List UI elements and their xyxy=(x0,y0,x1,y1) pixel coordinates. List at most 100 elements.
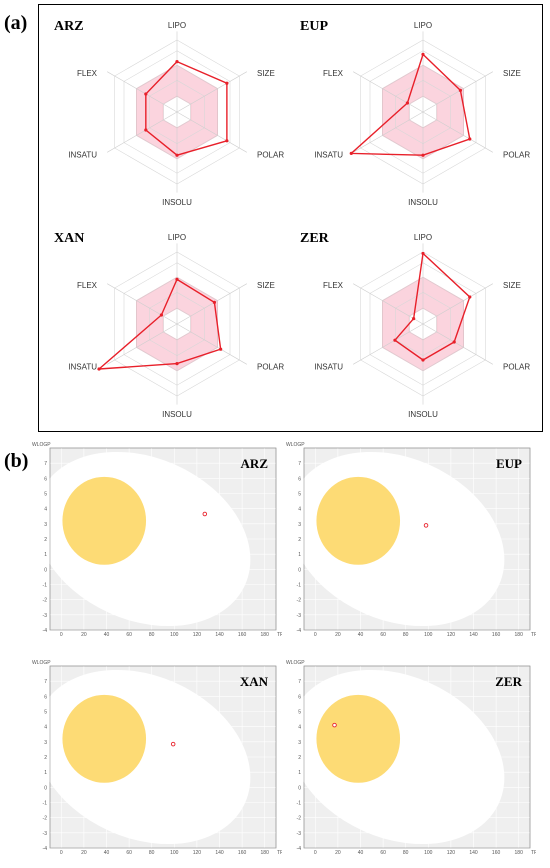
x-tick-label: 20 xyxy=(81,632,87,638)
x-axis-label: TPSA xyxy=(531,850,536,856)
radar-axis-label-size: SIZE xyxy=(503,69,521,78)
radar-point-size xyxy=(225,81,229,85)
radar-spoke xyxy=(176,323,247,365)
radar-title: EUP xyxy=(300,19,328,34)
radar-axis-label-flex: FLEX xyxy=(323,69,344,78)
radar-point-polar xyxy=(468,137,472,141)
x-tick-label: 40 xyxy=(358,632,364,638)
y-tick-label: 5 xyxy=(298,710,301,716)
y-tick-label: -3 xyxy=(43,613,48,619)
y-tick-label: 2 xyxy=(298,755,301,761)
y-tick-label: -4 xyxy=(297,846,302,852)
x-tick-label: 20 xyxy=(81,850,87,856)
plot-title: XAN xyxy=(240,674,269,689)
bioavailability-radar-xan: LIPO SIZE POLAR INSOLU INSATU FLEX XAN xyxy=(54,231,284,419)
y-tick-label: -3 xyxy=(297,831,302,837)
radar-point-polar xyxy=(452,340,456,344)
radar-point-polar xyxy=(225,139,229,143)
radar-axis-label-insolu: INSOLU xyxy=(408,198,438,207)
radar-axis-label-insatu: INSATU xyxy=(68,151,97,160)
x-tick-label: 40 xyxy=(358,850,364,856)
y-tick-label: 1 xyxy=(298,552,301,558)
x-tick-label: 180 xyxy=(515,850,524,856)
x-tick-label: 60 xyxy=(380,850,386,856)
x-tick-label: 60 xyxy=(380,632,386,638)
radar-point-insolu xyxy=(421,153,425,157)
y-tick-label: 1 xyxy=(44,552,47,558)
x-axis-label: TPSA xyxy=(277,632,282,638)
radar-axis-label-insolu: INSOLU xyxy=(162,198,192,207)
x-tick-label: 20 xyxy=(335,632,341,638)
molecule-point xyxy=(423,523,429,528)
x-tick-label: 80 xyxy=(403,850,409,856)
y-tick-label: 5 xyxy=(44,492,47,498)
y-tick-label: 4 xyxy=(44,725,47,731)
panel-b-label: (b) xyxy=(4,450,29,472)
radar-point-flex xyxy=(144,92,148,96)
radar-point-insatu xyxy=(349,151,353,155)
bbb-yolk-region xyxy=(62,694,147,783)
radar-spoke xyxy=(107,71,178,113)
molecule-point xyxy=(202,511,208,517)
radar-axis-label-size: SIZE xyxy=(257,69,275,78)
y-tick-label: -1 xyxy=(297,583,302,589)
radar-axis-label-insolu: INSOLU xyxy=(162,410,192,419)
x-tick-label: 20 xyxy=(335,850,341,856)
x-tick-label: 120 xyxy=(193,850,202,856)
radar-point-insatu xyxy=(393,338,397,342)
x-tick-label: 120 xyxy=(193,632,202,638)
radar-spoke xyxy=(422,283,493,325)
boiled-egg-plot-arz: 0 20 40 60 80 100 120 140 160 180 -4 -3 -2 -1 0 1 2 3 4 5 6 7… xyxy=(32,442,282,638)
radar-point-lipo xyxy=(175,277,179,281)
boiled-egg-plot-zer: 0 20 40 60 80 100 120 140 160 180 -4 -3 -2 -1 0 1 2 3 4 5 6 7… xyxy=(286,660,536,856)
x-tick-label: 120 xyxy=(447,850,456,856)
y-tick-label: 0 xyxy=(44,567,47,573)
radar-spoke xyxy=(422,323,493,365)
radar-spoke xyxy=(107,111,178,153)
radar-spoke xyxy=(353,323,424,365)
y-tick-label: -2 xyxy=(43,816,48,822)
y-tick-label: 2 xyxy=(44,537,47,543)
x-tick-label: 60 xyxy=(126,850,132,856)
radar-point-size xyxy=(468,295,472,299)
y-axis-label: WLOGP xyxy=(32,660,51,666)
plot-frame xyxy=(303,447,531,631)
y-tick-label: 7 xyxy=(44,461,47,467)
x-tick-label: 100 xyxy=(170,850,179,856)
x-tick-label: 40 xyxy=(104,632,110,638)
bbb-yolk-region xyxy=(316,476,401,565)
y-tick-label: -4 xyxy=(43,628,48,634)
x-tick-label: 100 xyxy=(424,632,433,638)
x-tick-label: 180 xyxy=(515,632,524,638)
x-tick-label: 140 xyxy=(215,632,224,638)
y-tick-label: -2 xyxy=(297,816,302,822)
radar-point-flex xyxy=(159,313,164,317)
radar-point-size xyxy=(212,300,217,304)
radar-axis-label-lipo: LIPO xyxy=(414,233,432,242)
plot-title: ZER xyxy=(495,674,522,689)
radar-axis-label-polar: POLAR xyxy=(257,363,284,372)
radar-axis-label-size: SIZE xyxy=(503,281,521,290)
radar-spoke xyxy=(176,283,247,325)
bioavailability-radar-arz: LIPO SIZE POLAR INSOLU INSATU FLEX ARZ xyxy=(54,19,284,207)
radar-spoke xyxy=(422,71,493,113)
y-tick-label: -4 xyxy=(297,628,302,634)
y-tick-label: 2 xyxy=(298,537,301,543)
radar-spoke xyxy=(176,71,247,113)
radar-spoke xyxy=(176,111,247,153)
radar-axis-label-flex: FLEX xyxy=(77,281,98,290)
x-tick-label: 80 xyxy=(403,632,409,638)
x-tick-label: 160 xyxy=(492,632,501,638)
y-tick-label: 3 xyxy=(298,522,301,528)
radar-spoke xyxy=(107,283,178,325)
y-tick-label: 0 xyxy=(298,785,301,791)
radar-axis-label-polar: POLAR xyxy=(257,151,284,160)
radar-axis-label-polar: POLAR xyxy=(503,151,530,160)
x-tick-label: 80 xyxy=(149,632,155,638)
x-tick-label: 0 xyxy=(314,850,317,856)
y-tick-label: 6 xyxy=(44,694,47,700)
y-tick-label: -1 xyxy=(43,583,48,589)
radar-point-flex xyxy=(412,317,416,321)
y-tick-label: 1 xyxy=(44,770,47,776)
y-tick-label: -1 xyxy=(297,801,302,807)
